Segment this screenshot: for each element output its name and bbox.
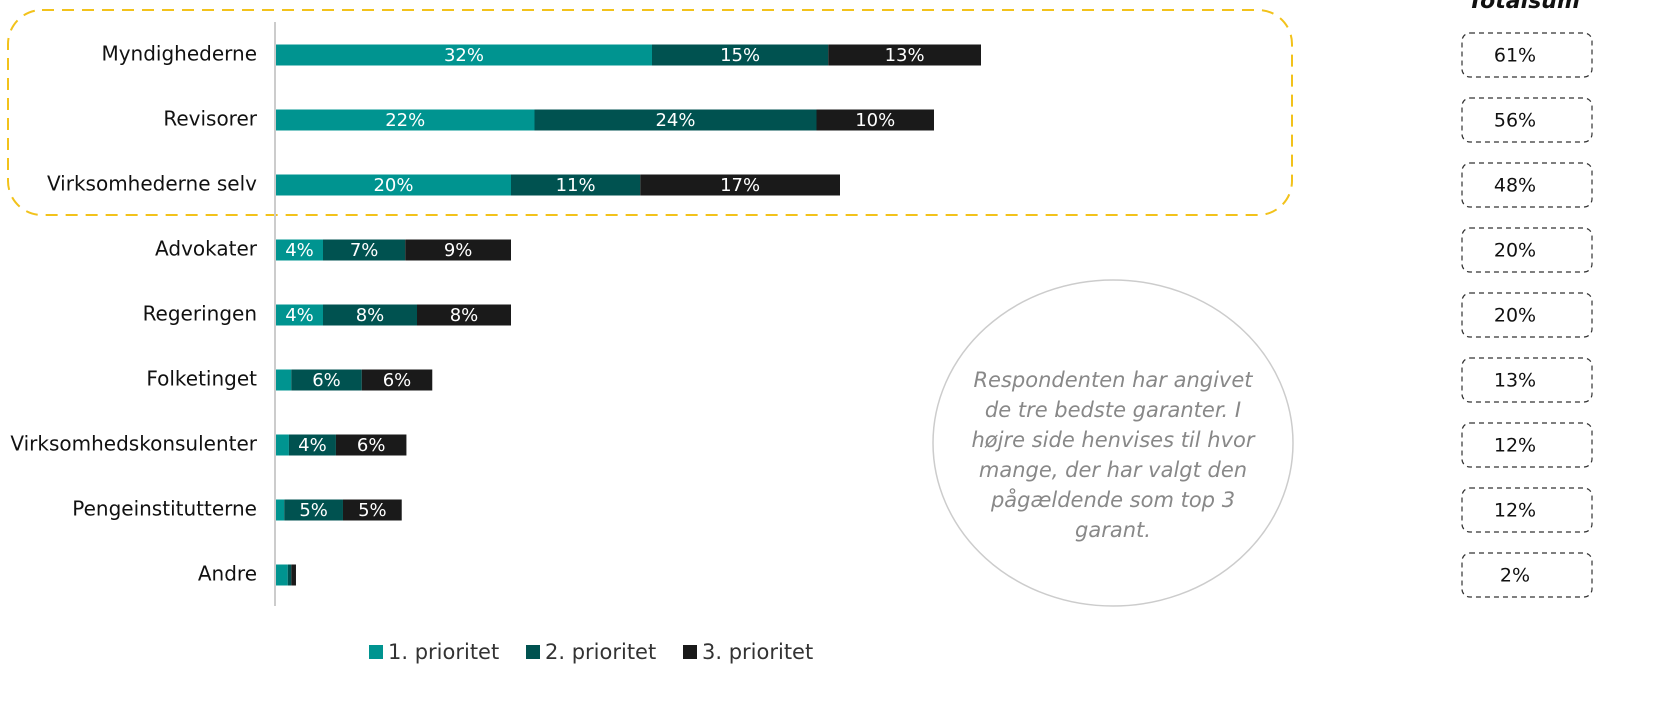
category-label: Virksomhederne selv xyxy=(47,172,257,196)
bar-segment xyxy=(284,499,343,521)
bar-segment xyxy=(534,109,817,131)
bar-segment xyxy=(276,499,285,521)
bar-value-label: 5% xyxy=(299,500,328,521)
bar-value-label: 11% xyxy=(556,175,596,196)
total-box xyxy=(1461,97,1593,143)
legend-label: 3. prioritet xyxy=(702,640,813,664)
total-label: 20% xyxy=(1494,240,1536,262)
bar-segment xyxy=(276,44,652,66)
legend-label: 2. prioritet xyxy=(545,640,656,664)
bar-segment xyxy=(291,564,296,586)
legend-swatch xyxy=(526,645,540,659)
bar-segment xyxy=(652,44,829,66)
bar-segment xyxy=(287,564,292,586)
bar-segment xyxy=(276,369,292,391)
bar-value-label: 4% xyxy=(285,305,314,326)
bar-segment xyxy=(276,239,323,261)
total-box xyxy=(1461,357,1593,403)
bar-segment xyxy=(640,174,840,196)
bar-segment xyxy=(335,434,407,456)
highlight-frame xyxy=(7,9,1293,216)
bar-value-label: 8% xyxy=(450,305,479,326)
total-box xyxy=(1461,292,1593,338)
annotation-line: Respondenten har angivet xyxy=(973,368,1253,392)
totals-title: Totalsum xyxy=(1468,0,1580,14)
bar-segment xyxy=(276,434,289,456)
bar-segment xyxy=(816,109,934,131)
bar-value-label: 10% xyxy=(855,110,895,131)
bar-value-label: 4% xyxy=(285,240,314,261)
total-label: 12% xyxy=(1494,435,1536,457)
category-label: Myndighederne xyxy=(101,42,257,66)
total-box xyxy=(1461,487,1593,533)
legend-swatch xyxy=(369,645,383,659)
bar-value-label: 15% xyxy=(720,45,760,66)
bar-segment xyxy=(828,44,981,66)
bar-segment xyxy=(417,304,511,326)
bar-segment xyxy=(276,174,511,196)
bar-value-label: 7% xyxy=(350,240,379,261)
bar-value-label: 6% xyxy=(357,435,386,456)
bar-segment xyxy=(276,304,323,326)
bar-value-label: 24% xyxy=(655,110,695,131)
total-label: 12% xyxy=(1494,500,1536,522)
legend-swatch xyxy=(683,645,697,659)
annotation-line: de tre bedste garanter. I xyxy=(985,398,1241,422)
annotation-line: højre side henvises til hvor xyxy=(972,428,1256,452)
total-box xyxy=(1461,32,1593,78)
bar-value-label: 17% xyxy=(720,175,760,196)
bar-value-label: 4% xyxy=(298,435,327,456)
annotation-line: pågældende som top 3 xyxy=(990,487,1235,512)
category-label: Regeringen xyxy=(143,302,257,326)
total-label: 20% xyxy=(1494,305,1536,327)
bar-segment xyxy=(288,434,336,456)
bar-segment xyxy=(276,564,288,586)
category-label: Folketinget xyxy=(146,367,257,391)
bar-value-label: 22% xyxy=(385,110,425,131)
bar-segment xyxy=(511,174,641,196)
bar-segment xyxy=(361,369,433,391)
bar-segment xyxy=(323,239,406,261)
total-box xyxy=(1461,422,1593,468)
total-label: 2% xyxy=(1500,565,1530,587)
bar-value-label: 8% xyxy=(356,305,385,326)
total-box xyxy=(1461,162,1593,208)
category-label: Advokater xyxy=(155,237,258,261)
legend-label: 1. prioritet xyxy=(388,640,499,664)
bar-value-label: 13% xyxy=(885,45,925,66)
category-label: Andre xyxy=(198,562,257,586)
annotation-circle xyxy=(932,279,1294,607)
bar-value-label: 9% xyxy=(444,240,473,261)
bar-value-label: 32% xyxy=(444,45,484,66)
annotation-line: garant. xyxy=(1075,518,1151,542)
total-label: 48% xyxy=(1494,175,1536,197)
bar-value-label: 20% xyxy=(373,175,413,196)
bar-segment xyxy=(276,109,535,131)
total-label: 61% xyxy=(1494,45,1536,67)
annotation-line: mange, der har valgt den xyxy=(979,458,1247,482)
category-label: Pengeinstitutterne xyxy=(72,497,257,521)
total-label: 13% xyxy=(1494,370,1536,392)
bar-segment xyxy=(291,369,362,391)
bar-value-label: 6% xyxy=(312,370,341,391)
category-label: Revisorer xyxy=(163,107,257,131)
bar-segment xyxy=(405,239,511,261)
total-box xyxy=(1461,227,1593,273)
category-label: Virksomhedskonsulenter xyxy=(10,432,257,456)
bar-value-label: 5% xyxy=(358,500,387,521)
bar-segment xyxy=(342,499,402,521)
bar-segment xyxy=(323,304,417,326)
bar-value-label: 6% xyxy=(383,370,412,391)
total-box xyxy=(1461,552,1593,598)
total-label: 56% xyxy=(1494,110,1536,132)
